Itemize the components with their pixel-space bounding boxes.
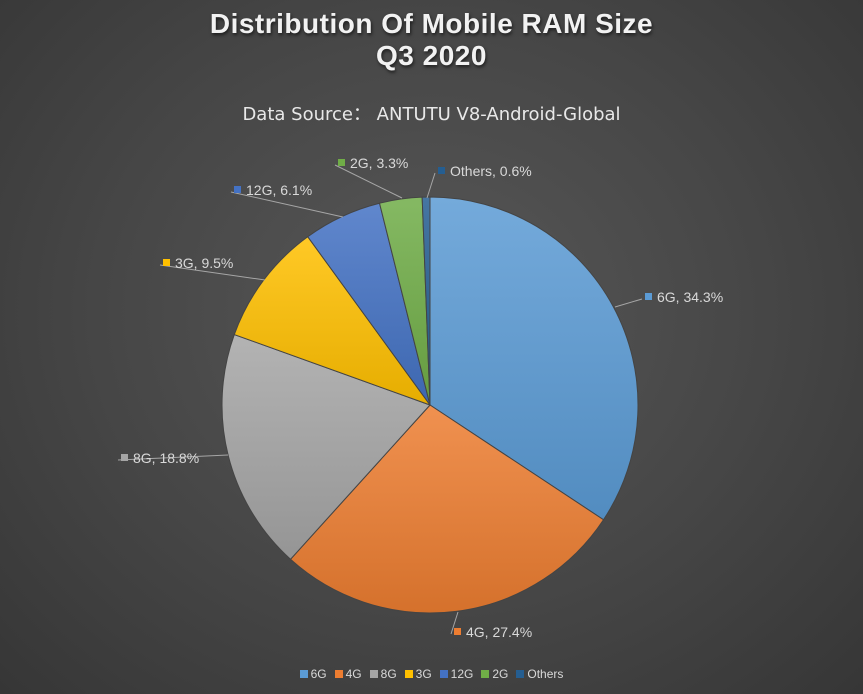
- pie-slice-8g: [221, 333, 431, 560]
- legend-label: 6G: [310, 667, 327, 681]
- chart-title-line2: Q3 2020: [376, 40, 487, 71]
- legend-swatch: [516, 670, 525, 678]
- data-label: 2G, 3.3%: [350, 155, 408, 171]
- leader-line: [230, 191, 344, 218]
- chart-title-line1: Distribution Of Mobile RAM Size: [209, 8, 654, 39]
- chart-subtitle: Data Source： ANTUTU V8-Android-Global: [242, 104, 621, 125]
- legend-swatch: [481, 670, 490, 678]
- legend-item-4g: 4G: [334, 667, 362, 681]
- chart-title: Distribution Of Mobile RAM Size Q3 2020: [0, 8, 863, 72]
- legend-label: Others: [527, 667, 564, 681]
- data-label-key: [234, 186, 241, 193]
- data-label: 4G, 27.4%: [466, 624, 532, 640]
- data-label: 6G, 34.3%: [657, 289, 723, 305]
- data-label-key: [163, 259, 170, 266]
- data-label-key: [338, 159, 345, 166]
- legend-item-8g: 8G: [369, 667, 397, 681]
- data-label: 8G, 18.8%: [133, 450, 199, 466]
- data-label-key: [454, 628, 461, 635]
- leader-line: [334, 164, 403, 199]
- data-label: 3G, 9.5%: [175, 255, 233, 271]
- data-label: Others, 0.6%: [450, 163, 532, 179]
- pie-slice-4g: [289, 404, 605, 614]
- leader-line: [450, 611, 459, 635]
- leader-line: [159, 264, 266, 281]
- legend-label: 12G: [450, 667, 474, 681]
- data-label: 12G, 6.1%: [246, 182, 312, 198]
- legend-swatch: [334, 670, 343, 678]
- legend-swatch: [369, 670, 378, 678]
- legend-item-6g: 6G: [299, 667, 327, 681]
- legend-swatch: [299, 670, 308, 678]
- legend-label: 2G: [492, 667, 509, 681]
- legend-item-2g: 2G: [481, 667, 508, 681]
- legend-item-3g: 3G: [404, 667, 432, 681]
- leader-line: [426, 172, 436, 199]
- data-label-key: [645, 293, 652, 300]
- legend-item-12g: 12G: [439, 667, 474, 681]
- legend-label: 4G: [345, 667, 362, 681]
- legend-label: 8G: [380, 667, 397, 681]
- legend-swatch: [439, 670, 448, 678]
- leader-line: [614, 298, 643, 308]
- pie-slice-others: [421, 196, 431, 406]
- legend-item-others: Others: [516, 667, 563, 681]
- data-label-key: [121, 454, 128, 461]
- data-label-key: [438, 167, 445, 174]
- legend: 6G 4G 8G 3G 12G 2G Others: [0, 667, 863, 681]
- legend-label: 3G: [415, 667, 432, 681]
- legend-swatch: [404, 670, 413, 678]
- leader-line: [117, 454, 229, 461]
